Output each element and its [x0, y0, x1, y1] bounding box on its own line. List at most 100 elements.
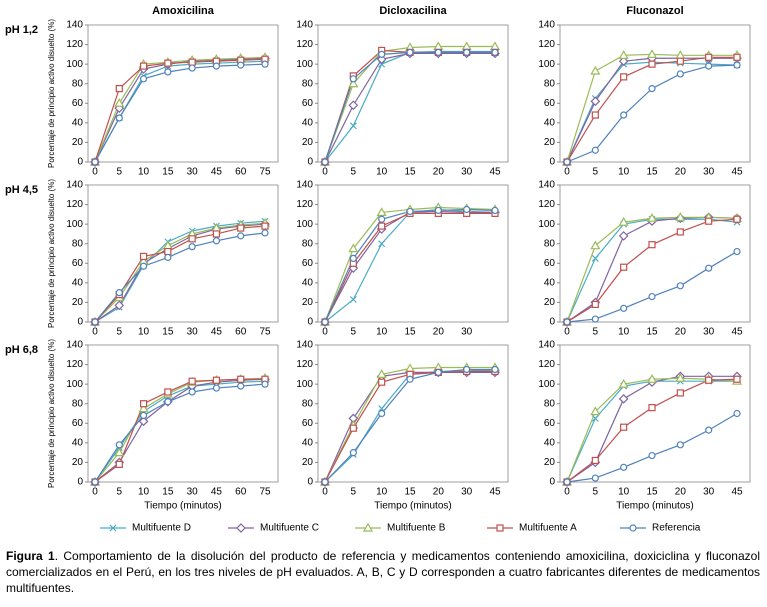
x-tick-label: 60	[235, 487, 247, 498]
x-tick-label: 5	[593, 487, 599, 498]
y-tick-label: 120	[538, 359, 555, 370]
marker	[434, 48, 442, 57]
x-tick-label: 10	[618, 167, 630, 178]
x-tick-label: 20	[433, 167, 445, 178]
y-tick-label: 40	[72, 437, 84, 448]
marker	[463, 205, 471, 214]
x-tick-label: 30	[187, 167, 199, 178]
x-tick-label: 45	[731, 487, 743, 498]
legend-marker	[629, 524, 637, 532]
marker	[188, 58, 196, 66]
y-tick-label: 140	[538, 180, 555, 191]
marker	[261, 60, 269, 68]
x-tick-label: 10	[138, 487, 150, 498]
y-tick-label: 140	[66, 180, 83, 191]
y-tick-label: 20	[544, 137, 556, 148]
marker	[590, 65, 601, 75]
y-tick-label: 0	[549, 317, 555, 328]
marker	[676, 57, 684, 65]
x-tick-label: 5	[117, 327, 123, 338]
marker	[188, 64, 196, 72]
marker	[212, 237, 221, 245]
y-tick-label: 60	[544, 418, 556, 429]
marker	[164, 388, 172, 396]
row-label: pH 6,8	[5, 344, 38, 356]
marker	[114, 98, 125, 107]
marker	[349, 449, 357, 457]
y-tick-label: 40	[72, 277, 84, 288]
marker	[378, 222, 386, 230]
marker	[378, 60, 386, 68]
marker	[321, 318, 329, 326]
marker	[115, 289, 123, 297]
marker	[376, 207, 387, 216]
y-tick-label: 40	[302, 277, 314, 288]
marker	[349, 122, 357, 130]
x-tick-label: 0	[92, 327, 98, 338]
x-tick-label: 0	[92, 167, 98, 178]
marker	[563, 158, 571, 166]
marker	[164, 68, 172, 76]
marker	[406, 207, 414, 216]
series-line	[94, 63, 266, 163]
marker	[378, 215, 386, 223]
legend-label: Multifuente A	[519, 523, 577, 534]
y-tick-label: 100	[538, 59, 555, 70]
y-tick-label: 40	[72, 117, 84, 128]
marker	[115, 441, 123, 449]
marker	[618, 56, 629, 67]
x-tick-label: 5	[351, 167, 357, 178]
x-tick-label: 15	[162, 167, 174, 178]
panel-title: Dicloxacilina	[379, 5, 447, 17]
x-tick-label: 15	[404, 167, 416, 178]
marker	[676, 70, 684, 78]
x-tick-label: 30	[187, 327, 199, 338]
marker	[563, 318, 571, 326]
marker	[591, 146, 599, 154]
y-tick-label: 100	[296, 379, 313, 390]
y-tick-label: 120	[538, 199, 555, 210]
x-tick-label: 5	[593, 167, 599, 178]
marker	[618, 231, 629, 241]
y-tick-label: 140	[66, 20, 83, 31]
x-tick-label: 45	[489, 487, 501, 498]
panel-title: Fluconazol	[626, 5, 683, 17]
panel-title: Amoxicilina	[152, 5, 215, 17]
marker	[188, 243, 196, 251]
y-tick-label: 40	[544, 117, 556, 128]
y-tick-label: 20	[72, 137, 84, 148]
caption-label: Figura 1	[6, 549, 55, 563]
marker	[349, 75, 357, 83]
y-tick-label: 0	[549, 477, 555, 488]
y-tick-label: 40	[544, 437, 556, 448]
x-tick-label: 20	[675, 167, 687, 178]
y-tick-label: 60	[302, 98, 314, 109]
marker	[406, 48, 414, 57]
x-tick-label: 5	[117, 167, 123, 178]
marker	[591, 474, 599, 482]
y-tick-label: 100	[538, 219, 555, 230]
marker	[646, 213, 658, 222]
marker	[115, 85, 123, 93]
marker	[114, 447, 125, 457]
y-tick-label: 60	[72, 258, 84, 269]
plot-area	[559, 24, 751, 163]
x-tick-label: 75	[259, 487, 271, 498]
y-axis-label: Porcentaje de principio activo disuelto …	[47, 339, 56, 488]
plot-area	[317, 24, 509, 163]
marker	[434, 206, 442, 215]
y-tick-label: 20	[72, 457, 84, 468]
series-line	[94, 383, 266, 483]
y-tick-label: 80	[72, 78, 84, 89]
marker	[237, 224, 245, 232]
row-label: pH 1,2	[5, 24, 38, 36]
marker	[261, 222, 269, 230]
marker	[164, 398, 172, 406]
y-tick-label: 80	[302, 238, 314, 249]
marker	[648, 241, 656, 249]
x-tick-label: 45	[731, 327, 743, 338]
x-tick-label: 10	[376, 327, 388, 338]
x-tick-label: 30	[703, 327, 715, 338]
marker	[164, 59, 172, 67]
marker	[348, 243, 359, 253]
